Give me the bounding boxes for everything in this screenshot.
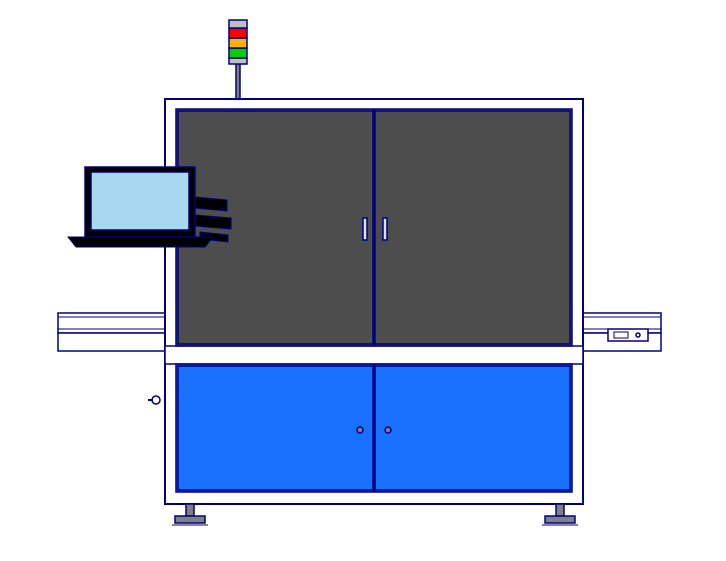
foot-pad-left bbox=[175, 516, 205, 523]
conveyor-left bbox=[58, 313, 166, 333]
signal-light-green bbox=[229, 48, 247, 58]
lower-knob-left bbox=[357, 427, 363, 433]
machine-diagram bbox=[0, 0, 726, 561]
signal-cap bbox=[229, 20, 247, 28]
control-button bbox=[636, 333, 640, 337]
laptop-arm-1 bbox=[195, 197, 227, 211]
foot-pad-right bbox=[545, 516, 575, 523]
foot-stem-left bbox=[186, 504, 194, 516]
signal-base bbox=[229, 58, 247, 64]
foot-stem-right bbox=[556, 504, 564, 516]
conveyor-left-support bbox=[58, 333, 166, 351]
signal-light-amber bbox=[229, 38, 247, 48]
signal-pole bbox=[236, 60, 240, 100]
side-knob bbox=[152, 396, 160, 404]
upper-handle-left bbox=[363, 218, 367, 240]
laptop-arm-2 bbox=[195, 215, 231, 229]
lower-door-right bbox=[375, 366, 570, 490]
upper-door-right bbox=[375, 111, 570, 344]
lower-knob-right bbox=[385, 427, 391, 433]
signal-light-red bbox=[229, 28, 247, 38]
lower-door-left bbox=[178, 366, 373, 490]
mid-band bbox=[165, 346, 583, 364]
laptop-screen bbox=[91, 172, 189, 230]
laptop-base bbox=[68, 237, 213, 247]
upper-handle-right bbox=[383, 218, 387, 240]
